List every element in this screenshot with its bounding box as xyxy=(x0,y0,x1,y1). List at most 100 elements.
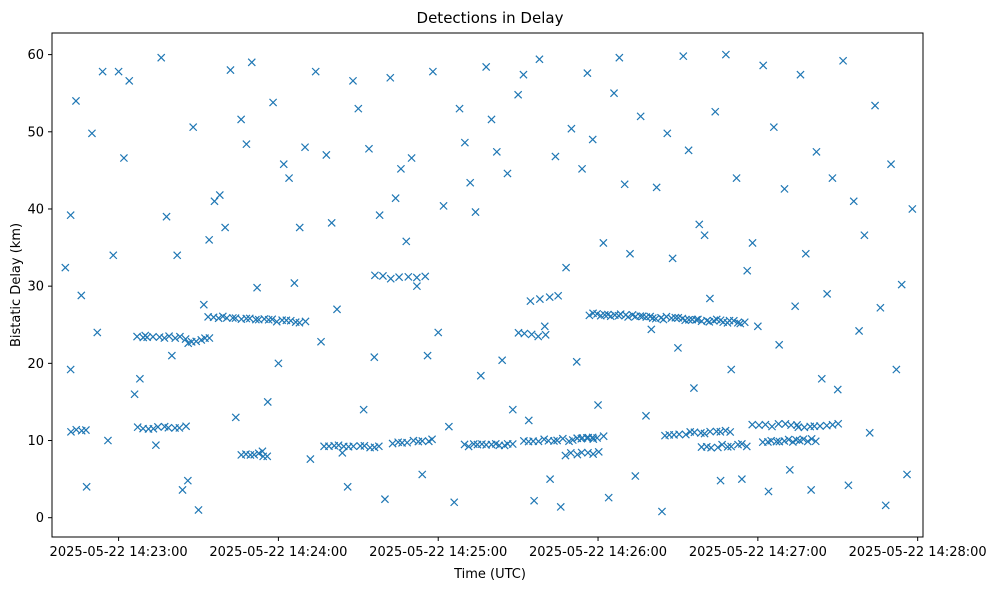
detection-point xyxy=(631,472,640,481)
detection-point xyxy=(593,433,602,442)
detection-point xyxy=(796,70,805,79)
detection-point xyxy=(423,351,432,360)
detection-point xyxy=(247,58,256,67)
detection-point xyxy=(254,449,263,458)
detection-point xyxy=(908,204,917,213)
detection-point xyxy=(508,440,517,449)
detection-point xyxy=(295,223,304,232)
detection-point xyxy=(534,437,543,446)
detection-point xyxy=(487,115,496,124)
detection-point xyxy=(114,67,123,76)
detection-point xyxy=(66,211,75,220)
detection-point xyxy=(604,493,613,502)
detection-point xyxy=(636,112,645,121)
detection-point xyxy=(464,442,473,451)
detection-point xyxy=(242,140,251,149)
detection-point xyxy=(503,169,512,178)
detection-point xyxy=(663,129,672,138)
detection-point xyxy=(524,416,533,425)
x-tick-label: 2025-05-22 14:27:00 xyxy=(689,545,827,560)
detection-point xyxy=(87,129,96,138)
x-tick-label: 2025-05-22 14:24:00 xyxy=(209,545,347,560)
detection-point xyxy=(412,273,421,282)
detection-point xyxy=(109,251,118,260)
detection-point xyxy=(718,440,727,449)
detection-point xyxy=(450,498,459,507)
detection-point xyxy=(311,67,320,76)
detection-point xyxy=(568,435,577,445)
detection-point xyxy=(327,218,336,227)
detection-point xyxy=(396,164,405,173)
detection-point xyxy=(370,271,379,280)
detection-point xyxy=(434,328,443,337)
detection-point xyxy=(774,419,783,428)
detection-point xyxy=(748,238,757,247)
detection-point xyxy=(561,451,570,460)
detection-point xyxy=(817,374,826,383)
detection-point xyxy=(386,73,395,82)
detection-point xyxy=(98,67,107,76)
detections-series xyxy=(61,50,917,516)
detection-point xyxy=(272,317,281,326)
detection-point xyxy=(558,434,567,443)
detection-point xyxy=(245,314,254,323)
detection-point xyxy=(767,422,777,431)
detection-point xyxy=(175,423,184,432)
detection-point xyxy=(620,180,629,189)
detection-point xyxy=(583,69,592,78)
detection-point xyxy=(540,435,549,444)
detection-point xyxy=(514,90,523,99)
detection-point xyxy=(439,201,448,210)
detection-point xyxy=(178,485,187,494)
detection-point xyxy=(93,328,102,337)
x-tick-label: 2025-05-22 14:25:00 xyxy=(369,545,507,560)
detection-point xyxy=(801,249,810,258)
detection-point xyxy=(573,450,582,459)
detection-point xyxy=(407,154,416,163)
detection-point xyxy=(164,423,173,432)
detection-point xyxy=(549,436,558,446)
detection-point xyxy=(566,448,575,457)
detection-point xyxy=(428,435,437,444)
detection-point xyxy=(551,152,560,161)
detection-point xyxy=(374,442,383,451)
detection-point xyxy=(71,96,80,105)
detection-point xyxy=(541,330,550,339)
detection-point xyxy=(285,174,294,183)
detection-point xyxy=(173,251,182,260)
detection-point xyxy=(535,55,544,64)
detection-point xyxy=(553,436,562,445)
detection-point xyxy=(892,365,901,374)
detection-point xyxy=(799,435,808,444)
detection-point xyxy=(695,220,704,229)
x-tick-label: 2025-05-22 14:28:00 xyxy=(849,545,987,560)
detection-point xyxy=(460,138,469,147)
detection-point xyxy=(577,448,586,457)
detection-point xyxy=(290,279,299,288)
detection-point xyxy=(295,318,304,327)
detection-point xyxy=(66,427,76,436)
detection-point xyxy=(471,208,480,217)
detection-point xyxy=(588,135,597,144)
detection-point xyxy=(657,507,666,516)
detection-point xyxy=(251,315,260,324)
detection-point xyxy=(624,312,633,322)
detection-point xyxy=(421,272,430,281)
detection-point xyxy=(812,147,821,156)
detection-point xyxy=(77,291,86,300)
detection-point xyxy=(839,56,848,65)
detection-point xyxy=(205,334,214,343)
detection-point xyxy=(66,365,75,374)
detection-point xyxy=(855,326,864,335)
detection-point xyxy=(706,427,715,436)
detection-point xyxy=(165,332,174,341)
detection-point xyxy=(780,436,789,446)
y-tick-label: 40 xyxy=(27,202,44,217)
detection-point xyxy=(412,282,421,291)
detection-point xyxy=(583,448,592,457)
detection-point xyxy=(338,448,347,457)
detection-point xyxy=(151,441,160,450)
detection-point xyxy=(301,317,310,326)
